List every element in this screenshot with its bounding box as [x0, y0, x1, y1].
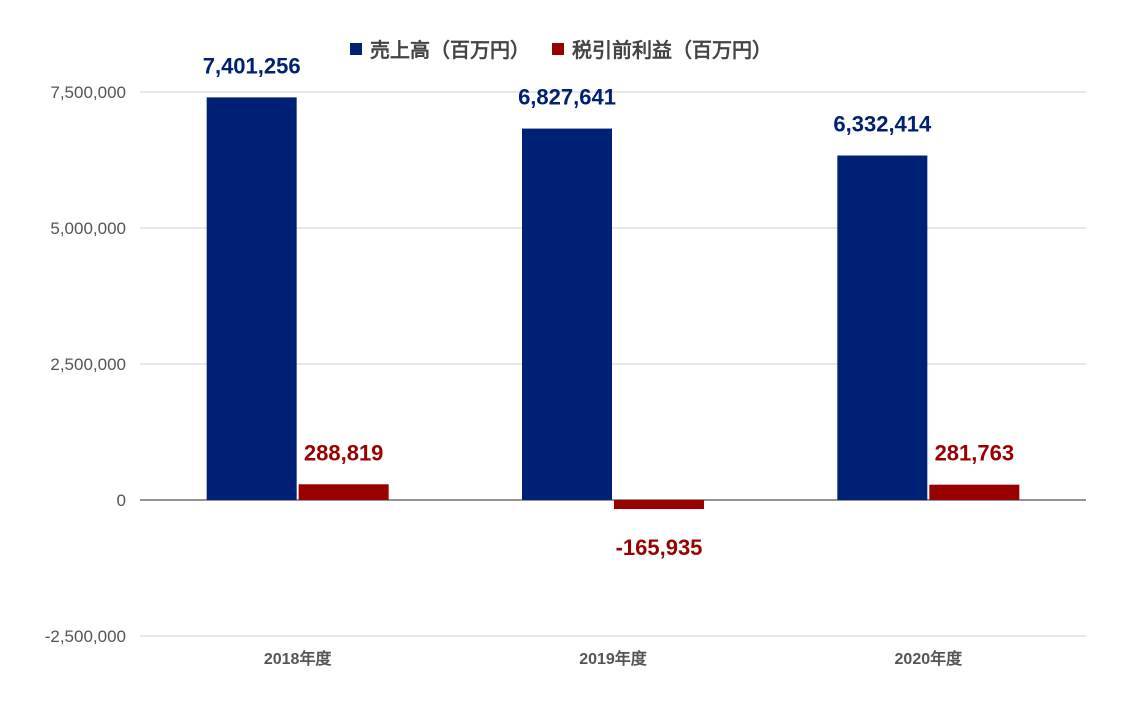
data-label: 7,401,256 [203, 53, 301, 78]
data-label: 288,819 [304, 440, 384, 465]
legend-label-sales: 売上高（百万円） [370, 40, 530, 62]
legend-swatch-pretax-profit [552, 42, 564, 55]
data-label: 6,827,641 [518, 85, 616, 110]
bar-pretax-profit [298, 484, 389, 500]
legend-swatch-sales [350, 42, 362, 55]
x-tick-label: 2020年度 [895, 649, 964, 668]
bar-sales [522, 128, 612, 500]
data-label: 6,332,414 [833, 112, 932, 137]
y-tick-label: 0 [117, 491, 126, 510]
data-label: 281,763 [935, 441, 1015, 466]
legend-item-sales: 売上高（百万円） [350, 34, 530, 63]
bar-pretax-profit [614, 500, 704, 510]
bar-pretax-profit [929, 484, 1020, 500]
legend: 売上高（百万円） 税引前利益（百万円） [0, 34, 1122, 63]
bar-sales [837, 155, 928, 501]
y-tick-label: 5,000,000 [50, 219, 126, 238]
data-label: -165,935 [616, 535, 703, 560]
y-tick-label: 7,500,000 [50, 83, 126, 102]
legend-label-pretax-profit: 税引前利益（百万円） [572, 40, 772, 62]
y-tick-label: 2,500,000 [50, 355, 126, 374]
y-tick-label: -2,500,000 [45, 627, 126, 646]
x-tick-label: 2018年度 [264, 649, 333, 668]
x-tick-label: 2019年度 [579, 649, 648, 668]
legend-item-pretax-profit: 税引前利益（百万円） [552, 34, 772, 63]
bar-sales [206, 97, 297, 500]
